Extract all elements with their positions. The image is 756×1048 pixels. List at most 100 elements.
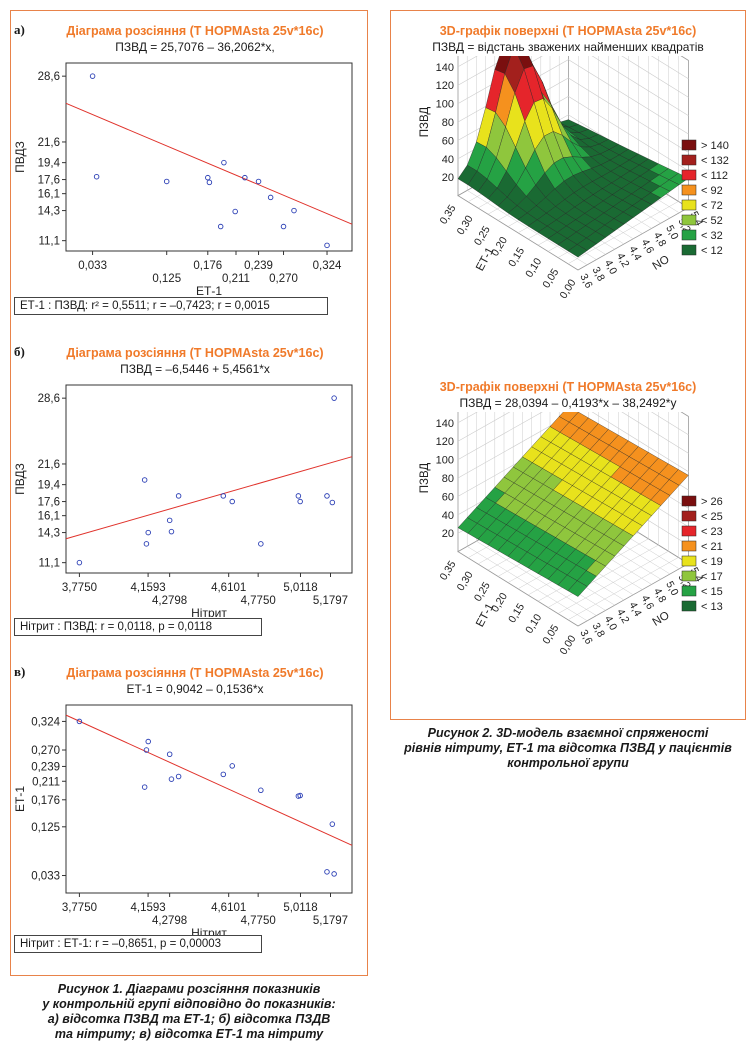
- chart-b-data-point: [141, 477, 148, 483]
- surface-1-z-tick-label: 20: [442, 172, 454, 184]
- chart-c-data-point: [220, 771, 227, 778]
- chart-a-plot-frame: [65, 62, 353, 252]
- chart-c-data-point: [175, 773, 182, 780]
- chart-c-title: Діаграма розсіяння (Т НОРМАsta 25v*16c): [66, 666, 324, 680]
- surface-2-y-tick-label: 0,25: [472, 580, 493, 604]
- chart-a-data-point: [217, 223, 224, 230]
- surface-1-legend-label: < 112: [701, 170, 728, 182]
- figure-2-panel: [390, 10, 746, 720]
- surface-1-y-tick-label: 0,30: [455, 213, 476, 237]
- chart-a-y-tick-label: 19,4: [38, 158, 61, 170]
- surface-1-z-tick-label: 80: [442, 117, 454, 129]
- chart-a-data-point: [163, 178, 170, 185]
- chart-b-y-axis-label: ПВДЗ: [13, 463, 27, 495]
- surface-2-title: 3D-графік поверхні (Т НОРМАsta 25v*16c): [439, 380, 697, 394]
- chart-a-y-tick-label: 14,3: [38, 206, 60, 218]
- chart-c-y-axis-label: ЕТ-1: [13, 786, 27, 812]
- chart-b-data-point: [297, 498, 303, 505]
- surface-2-z-axis-label: ПЗВД: [419, 463, 431, 494]
- chart-a-data-point: [232, 208, 238, 215]
- surface-1-surface-cell: [567, 244, 588, 258]
- chart-c-data-point: [166, 751, 173, 758]
- figure-2-caption: Рисунок 2. 3D-модель взаємної спряженост…: [390, 726, 746, 771]
- surface-2-legend-label: < 21: [701, 541, 723, 553]
- chart-c-data-point: [229, 763, 235, 769]
- chart-b-data-point: [143, 541, 150, 547]
- chart-b-x-tick-label: 4,1593: [131, 582, 166, 594]
- surface-2-y-tick-label: 0,05: [540, 622, 561, 646]
- chart-b-regression-line: [65, 456, 353, 540]
- chart-b-equation: ПЗВД = –6,5446 + 5,4561*x: [120, 362, 270, 376]
- chart-c-x-tick-label: 4,1593: [131, 902, 166, 914]
- surface-1-legend-swatch: [681, 139, 697, 151]
- surface-1-legend-swatch: [681, 169, 697, 181]
- chart-c-x-tick-label: 5,0118: [283, 902, 317, 914]
- chart-c-data-point: [258, 787, 264, 794]
- surface-2-surface-cell: [567, 580, 588, 597]
- chart-a-regression-line: [65, 102, 353, 225]
- chart-c-data-point: [145, 738, 151, 745]
- chart-c-y-tick-label: 0,239: [31, 761, 60, 773]
- chart-b-x-tick-label: 3,7750: [62, 582, 97, 594]
- chart-c-x-tick-label: 4,7750: [241, 915, 276, 927]
- chart-a-x-tick-label: 0,176: [193, 260, 222, 272]
- surface-2-x-axis-label: NO: [651, 609, 672, 628]
- chart-a-x-tick-label: 0,033: [78, 260, 107, 272]
- surface-1-z-tick-label: 140: [436, 62, 454, 74]
- figure-2-caption-line: контрольної групи: [507, 756, 629, 770]
- chart-c-x-tick-label: 3,7750: [62, 902, 97, 914]
- surface-1-legend-swatch: [681, 214, 697, 226]
- chart-b-y-tick-label: 14,3: [38, 528, 60, 540]
- chart-a-data-point: [255, 178, 262, 185]
- chart-b-y-tick-label: 17,6: [38, 497, 60, 509]
- chart-c-y-tick-label: 0,125: [31, 822, 60, 834]
- figure-2-caption-line: рівнів нітриту, ЕТ-1 та відсотка ПЗВД у …: [404, 741, 732, 755]
- surface-2-legend-swatch: [681, 525, 697, 537]
- figure-2-caption-line: Рисунок 2. 3D-модель взаємної спряженост…: [427, 726, 709, 740]
- chart-c-y-tick-label: 0,033: [31, 871, 60, 883]
- surface-2-y-tick-label: 0,15: [506, 601, 527, 625]
- chart-b-data-point: [295, 493, 302, 499]
- chart-a-x-tick-label: 0,125: [152, 273, 181, 285]
- surface-2-legend-label: < 13: [701, 601, 723, 613]
- chart-b-y-tick-label: 21,6: [38, 459, 60, 471]
- chart-b-plot: 28,6 21,6 19,4 17,6 16,1 14,3 11,13,7750 4,2798…: [13, 384, 353, 617]
- surface-2-legend-swatch: [681, 585, 697, 597]
- surface-1-y-tick-label: 0,15: [506, 245, 527, 269]
- figure-1-caption: Рисунок 1. Діаграми розсіяння показників…: [10, 982, 368, 1042]
- surface-2-legend-swatch: [681, 540, 697, 552]
- chart-b-y-tick-label: 19,4: [38, 480, 61, 492]
- chart-b-data-point: [331, 395, 337, 401]
- surface-1-legend-label: < 132: [701, 155, 729, 167]
- surface-2-subtitle: ПЗВД = 28,0394 – 0,4193*x – 38,2492*y: [459, 396, 677, 410]
- chart-c-regression-line: [65, 714, 353, 846]
- chart-c-plot: 0,324 0,270 0,239 0,211 0,176 0,125 0,033 3,775…: [13, 704, 353, 937]
- chart-a-data-point: [242, 174, 248, 181]
- surface-1-y-tick-label: 0,05: [540, 266, 561, 290]
- chart-a-data-point: [267, 194, 274, 201]
- surface-1-legend-swatch: [681, 199, 697, 211]
- surface-2-z-tick-label: 140: [436, 418, 454, 430]
- chart-b-y-tick-label: 28,6: [38, 393, 60, 405]
- surface-1-z-tick-label: 120: [436, 80, 454, 92]
- chart-b-y-tick-label: 16,1: [38, 511, 60, 523]
- surface-1-z-tick-label: 40: [442, 154, 454, 166]
- figure-1-caption-line: та нітриту; в) відсотка ЕТ-1 та нітриту: [54, 1027, 324, 1041]
- chart-b-x-tick-label: 4,7750: [241, 595, 276, 607]
- surface-2-wall-gridline: [557, 412, 669, 614]
- chart-a-plot: 28,6 21,6 19,4 17,6 16,1 14,3 11,1 0,033 0,125 0,…: [13, 62, 353, 295]
- chart-b-data-point: [166, 517, 173, 524]
- surface-1-z-tick-label: 100: [436, 99, 454, 111]
- chart-a-data-point: [280, 223, 287, 230]
- chart-b-x-tick-label: 5,1797: [313, 595, 348, 607]
- chart-a-equation: ПЗВД = 25,7076 – 36,2062*x,: [115, 40, 275, 54]
- chart-b-stats: Нітрит : ПЗВД: r = 0,0118, p = 0,0118: [14, 618, 262, 636]
- surface-2-legend-label: < 15: [701, 586, 723, 598]
- surface-2-z-tick-label: 40: [442, 510, 454, 522]
- surface-2-plot: 16014012010080604020ПЗВД0,350,300,250,20…: [419, 412, 723, 657]
- chart-c-data-point: [143, 747, 150, 753]
- surface-1-z-tick-label: 60: [442, 135, 454, 147]
- surface-1-z-axis-label: ПЗВД: [419, 107, 431, 138]
- surface-1-title: 3D-графік поверхні (Т НОРМАsta 25v*16c): [439, 24, 697, 38]
- chart-c-stats: Нітрит : ЕТ-1: r = –0,8651, p = 0,00003: [14, 935, 262, 953]
